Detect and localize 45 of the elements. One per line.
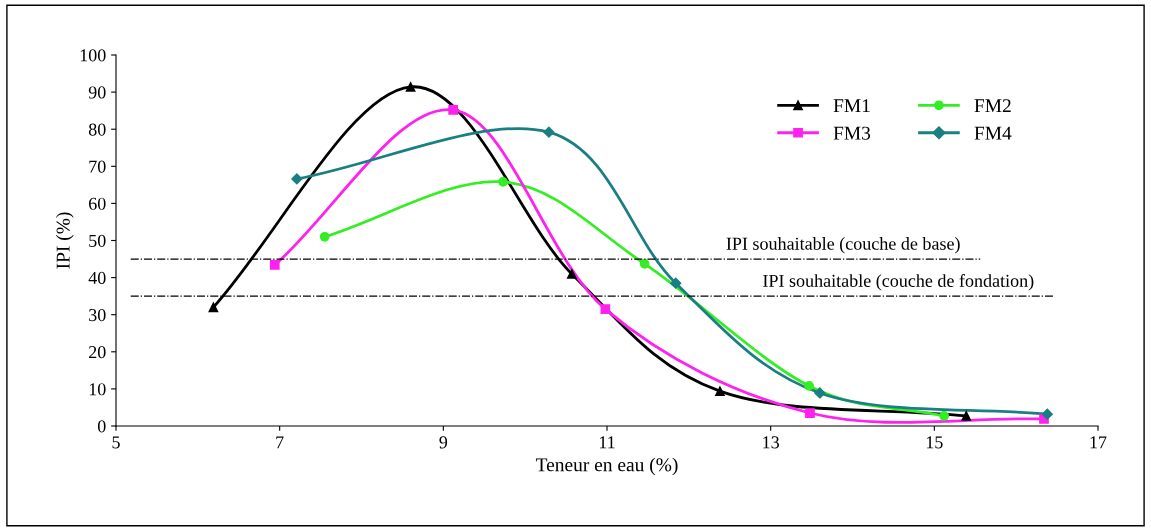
legend-label: FM2	[974, 99, 1011, 113]
x-tick-label: 11	[599, 436, 615, 449]
y-tick-label: 20	[89, 346, 106, 359]
y-tick-label: 60	[89, 197, 106, 210]
ref-line-label: IPI souhaitable (couche de fondation)	[763, 274, 1034, 291]
x-tick-label: 15	[926, 436, 943, 449]
point	[670, 277, 682, 289]
point	[639, 259, 650, 269]
x-tick-label: 5	[112, 436, 120, 449]
point	[961, 411, 972, 421]
x-tick-label: 17	[1090, 436, 1107, 449]
point	[498, 177, 508, 187]
point	[715, 386, 725, 396]
legend-label: FM3	[833, 126, 871, 140]
x-tick-label: 13	[763, 436, 779, 449]
x-tick-label: 9	[439, 436, 448, 449]
point	[600, 304, 611, 314]
point	[804, 381, 814, 391]
x-axis-title: Teneur en eau (%)	[535, 457, 678, 476]
ref-line-label: IPI souhaitable (couche de base)	[726, 237, 960, 254]
legend-label: FM4	[974, 126, 1012, 140]
point	[566, 269, 577, 279]
y-tick-label: 90	[88, 86, 106, 99]
y-tick-label: 50	[89, 234, 106, 247]
y-tick-label: 0	[97, 420, 106, 433]
point	[805, 408, 815, 418]
y-axis-title: IPI (%)	[56, 212, 74, 269]
y-tick-label: 80	[88, 123, 106, 136]
point	[814, 387, 826, 399]
y-tick-label: 10	[89, 383, 106, 396]
point	[269, 260, 280, 270]
point	[1041, 408, 1053, 420]
y-tick-label: 30	[89, 308, 106, 322]
point	[448, 105, 459, 115]
legend-label: FM1	[833, 99, 870, 113]
x-tick-label: 7	[276, 436, 284, 449]
point	[291, 173, 303, 185]
y-tick-label: 100	[80, 49, 106, 62]
point	[939, 411, 950, 421]
y-tick-label: 70	[89, 160, 106, 173]
point	[405, 82, 416, 92]
y-tick-label: 40	[88, 271, 106, 285]
point	[319, 231, 330, 242]
point	[543, 126, 555, 138]
point	[208, 302, 219, 313]
